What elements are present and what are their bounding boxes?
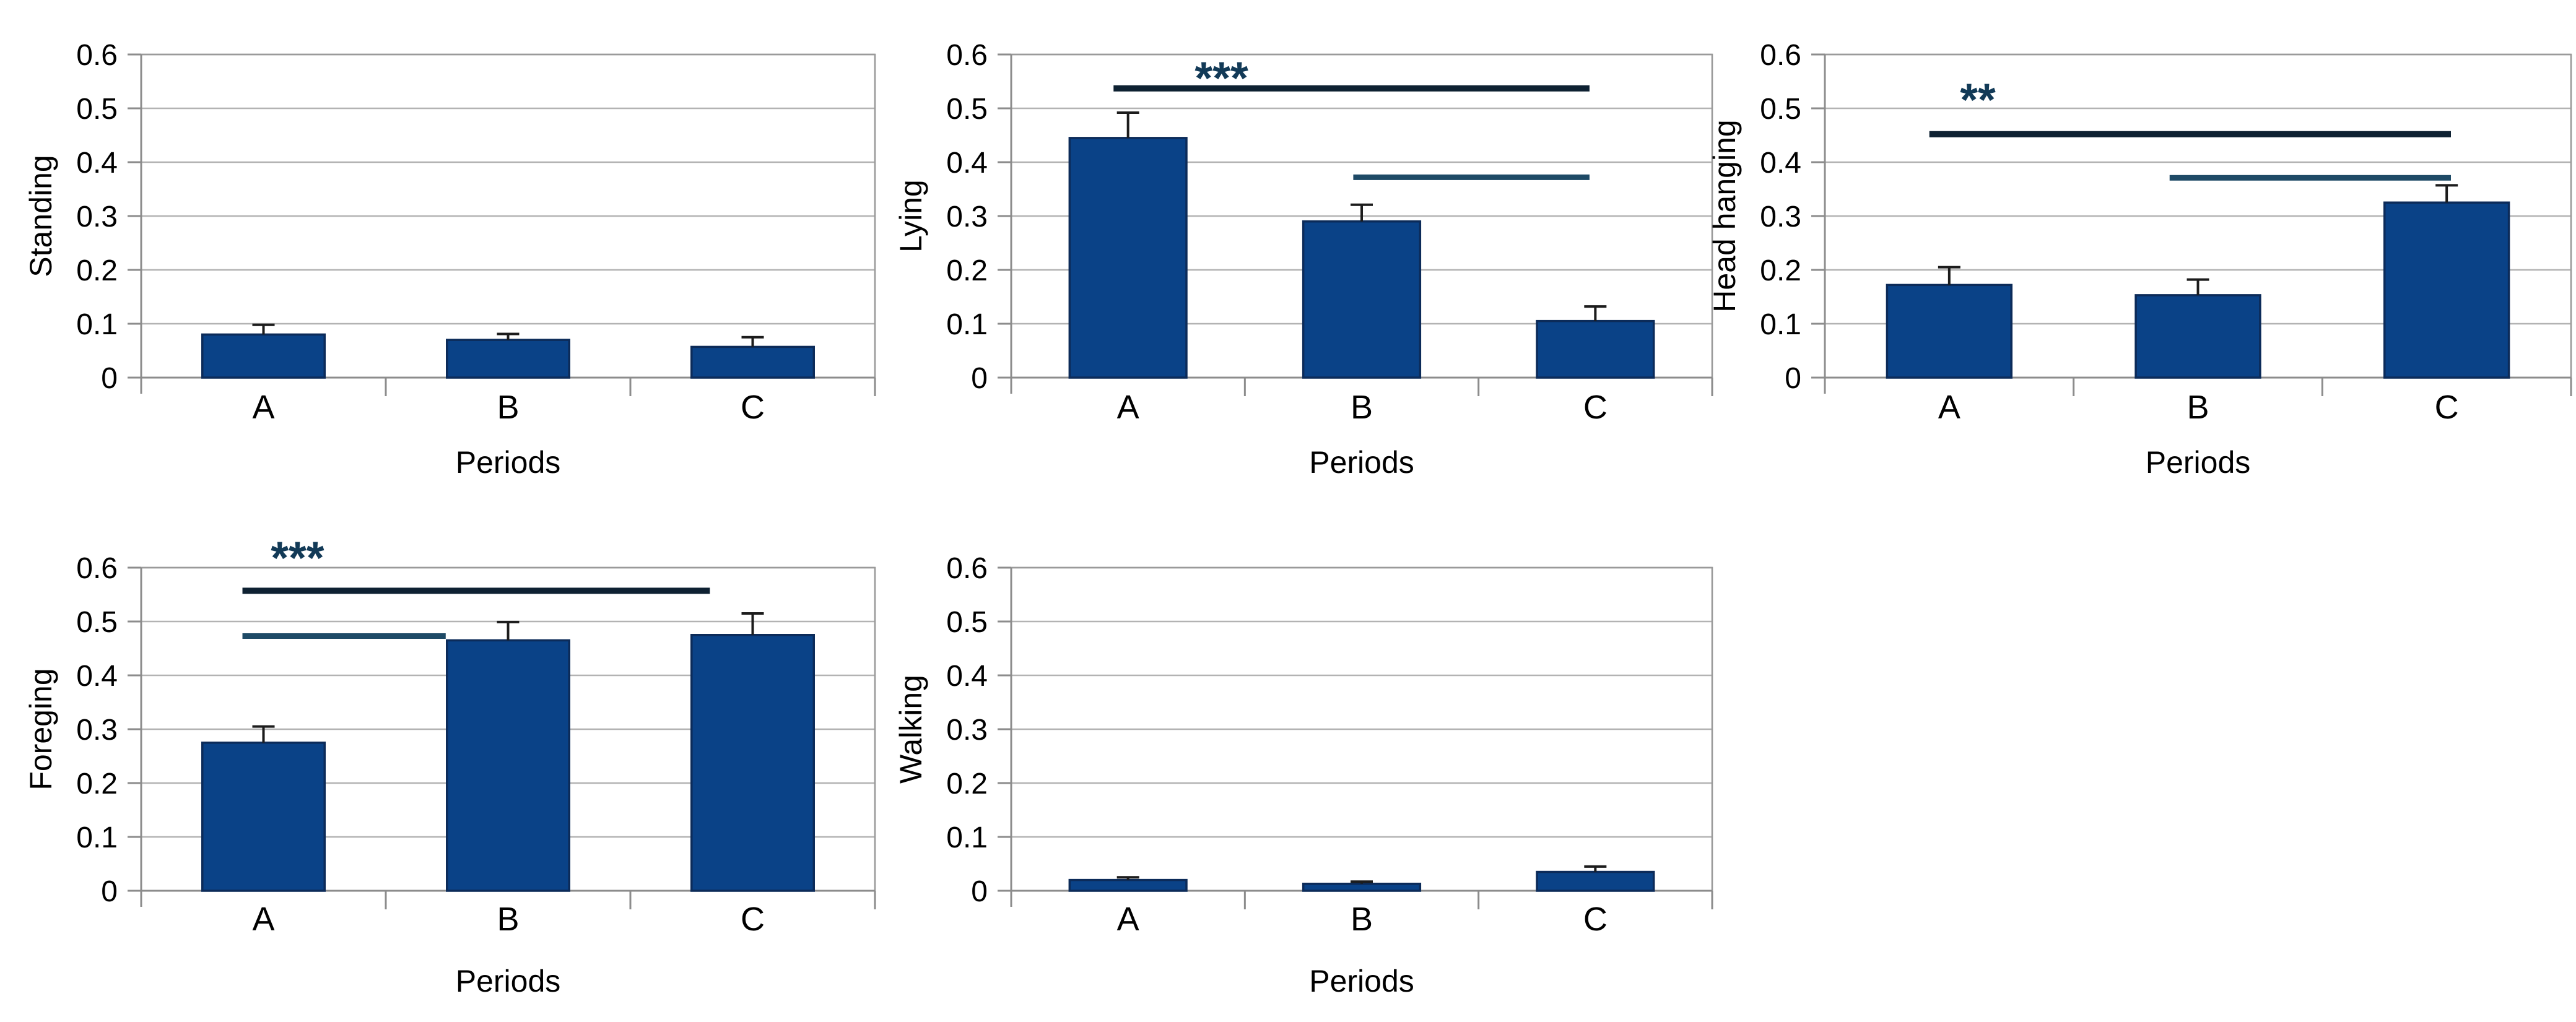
y-tick-label-0.5: 0.5	[946, 93, 988, 126]
chart-canvas: ** 0 0.1 0.2 0.3 0.4 0.5 0.6 A B C Periods Head hang…	[1707, 39, 2572, 480]
y-tick-label-0.2: 0.2	[1760, 254, 1801, 287]
y-tick-label-0.1: 0.1	[946, 821, 988, 854]
y-tick-label-0.3: 0.3	[76, 714, 118, 747]
y-tick-label-0.3: 0.3	[1760, 201, 1801, 233]
bar-C	[2383, 201, 2510, 379]
bar-A	[1068, 137, 1188, 379]
y-tick-label-0: 0	[1785, 362, 1801, 395]
y-tick-label-0.6: 0.6	[1760, 39, 1801, 72]
y-tick-label-0.2: 0.2	[76, 254, 118, 287]
y-tick-label-0.1: 0.1	[1760, 308, 1801, 341]
y-axis-title: Foreging	[24, 668, 58, 790]
category-label-A: A	[1938, 389, 1960, 426]
y-tick-label-0.2: 0.2	[946, 254, 988, 287]
y-axis-title: Walking	[894, 675, 928, 784]
chart-lying: *** 0 0.1 0.2 0.3 0.4 0.5 0.6 A B C Periods Lying	[879, 0, 1718, 498]
bar-C	[690, 345, 815, 379]
category-label-A: A	[252, 901, 274, 938]
x-axis-title: Periods	[1309, 445, 1414, 480]
category-label-A: A	[1117, 389, 1139, 426]
category-label-B: B	[1351, 901, 1373, 938]
bar-B	[446, 339, 570, 379]
category-label-B: B	[2187, 389, 2209, 426]
y-tick-label-0.5: 0.5	[1760, 93, 1801, 126]
y-tick-label-0.4: 0.4	[76, 660, 118, 693]
category-label-B: B	[497, 901, 519, 938]
chart-canvas: *** 0 0.1 0.2 0.3 0.4 0.5 0.6 A B C Periods Foreging	[24, 532, 876, 998]
x-axis-title: Periods	[456, 964, 561, 998]
y-tick-label-0: 0	[101, 875, 118, 908]
category-label-C: C	[741, 389, 765, 426]
chart-foreging: *** 0 0.1 0.2 0.3 0.4 0.5 0.6 A B C Periods Foreging	[0, 498, 879, 1022]
y-tick-label-0.5: 0.5	[76, 606, 118, 639]
y-tick-label-0.3: 0.3	[946, 201, 988, 233]
y-tick-label-0.3: 0.3	[76, 201, 118, 233]
y-tick-label-0.2: 0.2	[946, 768, 988, 800]
bar-B	[1302, 220, 1422, 379]
y-tick-label-0.6: 0.6	[76, 552, 118, 585]
chart-canvas: 0 0.1 0.2 0.3 0.4 0.5 0.6 A B C Periods Standing	[24, 39, 876, 480]
bar-A	[1886, 284, 2012, 379]
chart-standing: 0 0.1 0.2 0.3 0.4 0.5 0.6 A B C Periods Standing	[0, 0, 879, 498]
bar-B	[446, 639, 570, 892]
y-tick-label-0.4: 0.4	[946, 660, 988, 693]
category-label-C: C	[1583, 901, 1608, 938]
bar-C	[690, 634, 815, 892]
category-label-C: C	[1583, 389, 1608, 426]
bar-A	[201, 333, 326, 379]
y-tick-label-0.4: 0.4	[76, 147, 118, 180]
category-label-A: A	[1117, 901, 1139, 938]
y-tick-label-0: 0	[971, 875, 988, 908]
y-tick-label-0.5: 0.5	[76, 93, 118, 126]
chart-canvas: *** 0 0.1 0.2 0.3 0.4 0.5 0.6 A B C Periods Lying	[894, 39, 1713, 480]
y-tick-label-0.6: 0.6	[946, 552, 988, 585]
category-label-A: A	[252, 389, 274, 426]
x-axis-title: Periods	[2146, 445, 2251, 480]
y-tick-label-0.4: 0.4	[1760, 147, 1801, 180]
y-tick-label-0.2: 0.2	[76, 768, 118, 800]
bar-B	[1302, 882, 1422, 892]
significance-label: ***	[1194, 52, 1248, 103]
category-label-C: C	[741, 901, 765, 938]
significance-label: **	[1960, 74, 1996, 125]
category-label-B: B	[497, 389, 519, 426]
x-axis-title: Periods	[1309, 964, 1414, 998]
chart-head-hanging: ** 0 0.1 0.2 0.3 0.4 0.5 0.6 A B C Periods Head hang…	[1707, 0, 2576, 498]
bar-B	[2134, 294, 2261, 379]
y-tick-label-0.5: 0.5	[946, 606, 988, 639]
significance-label: ***	[271, 532, 324, 584]
x-axis-title: Periods	[456, 445, 561, 480]
bar-C	[1536, 319, 1655, 379]
y-axis-title: Standing	[24, 155, 58, 277]
y-tick-label-0: 0	[101, 362, 118, 395]
y-axis-title: Lying	[894, 180, 928, 253]
bar-A	[1068, 878, 1188, 892]
bar-C	[1536, 870, 1655, 892]
chart-canvas: 0 0.1 0.2 0.3 0.4 0.5 0.6 A B C Periods Walking	[894, 552, 1713, 998]
y-tick-label-0.3: 0.3	[946, 714, 988, 747]
y-tick-label-0.6: 0.6	[76, 39, 118, 72]
y-tick-label-0.6: 0.6	[946, 39, 988, 72]
y-tick-label-0.4: 0.4	[946, 147, 988, 180]
y-tick-label-0.1: 0.1	[76, 308, 118, 341]
y-axis-title: Head hanging	[1707, 119, 1742, 312]
category-label-B: B	[1351, 389, 1373, 426]
y-tick-label-0.1: 0.1	[946, 308, 988, 341]
y-tick-label-0.1: 0.1	[76, 821, 118, 854]
category-label-C: C	[2435, 389, 2459, 426]
bar-A	[201, 742, 326, 892]
chart-walking: 0 0.1 0.2 0.3 0.4 0.5 0.6 A B C Periods Walking	[879, 498, 1718, 1022]
y-tick-label-0: 0	[971, 362, 988, 395]
